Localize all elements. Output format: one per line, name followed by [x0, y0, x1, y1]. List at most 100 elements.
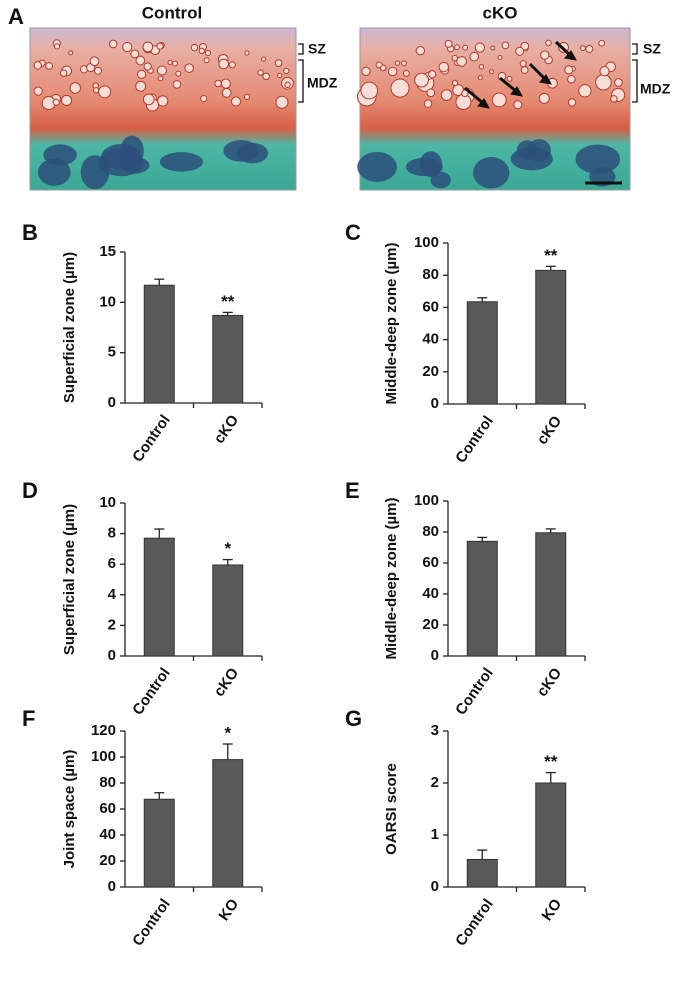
zone-brackets — [298, 43, 638, 103]
cell — [261, 56, 267, 62]
cell — [136, 69, 147, 79]
significance: ** — [544, 752, 558, 771]
marrow — [357, 151, 397, 182]
cell — [580, 45, 586, 52]
cell — [456, 56, 467, 67]
y-axis-label: Superficial zone (µm) — [61, 504, 78, 655]
y-axis-label: Superficial zone (µm) — [61, 252, 78, 403]
y-axis-label: Joint space (µm) — [61, 750, 78, 869]
y-tick-label: 0 — [108, 878, 116, 895]
cell — [218, 58, 229, 70]
cell — [379, 64, 387, 72]
y-tick-label: 0 — [431, 647, 439, 664]
cell — [143, 62, 152, 71]
marrow — [101, 144, 142, 170]
cell — [53, 43, 61, 50]
bar — [535, 532, 567, 657]
y-axis-label: Middle-deep zone (µm) — [383, 243, 400, 405]
cell — [501, 41, 510, 50]
cell — [257, 69, 264, 76]
y-tick-label: 2 — [108, 616, 116, 633]
cell — [506, 75, 513, 82]
bar — [466, 540, 498, 657]
cell — [414, 72, 429, 88]
x-tick-label: cKO — [534, 413, 566, 448]
cell — [69, 82, 81, 94]
cell — [610, 95, 618, 103]
panel-letter: D — [22, 478, 38, 503]
cell — [474, 42, 486, 53]
y-tick-label: 8 — [108, 525, 116, 542]
cell — [228, 61, 236, 69]
cell — [426, 88, 436, 98]
x-tick-label: KO — [215, 896, 242, 924]
cell — [444, 39, 453, 48]
image-label: Control — [142, 3, 202, 22]
cell — [130, 49, 140, 59]
cell — [545, 39, 552, 47]
cell — [415, 46, 425, 56]
marrow — [473, 157, 510, 189]
y-tick-label: 100 — [414, 234, 439, 251]
cell — [454, 44, 460, 51]
cell — [142, 93, 155, 106]
cell — [108, 39, 118, 49]
cell — [519, 60, 527, 68]
cell — [567, 74, 576, 84]
panel-letter: E — [345, 478, 360, 503]
cell — [423, 99, 433, 108]
cell — [142, 41, 154, 53]
x-tick-label: Control — [452, 896, 497, 949]
cell — [520, 66, 529, 74]
cell — [274, 59, 283, 67]
cell — [52, 98, 60, 106]
cell — [45, 62, 54, 70]
bar — [143, 798, 175, 888]
y-tick-label: 80 — [422, 523, 439, 540]
cell — [599, 66, 610, 77]
panel-letter: F — [22, 706, 35, 731]
cell — [477, 75, 483, 81]
y-tick-label: 60 — [422, 298, 439, 315]
cell — [513, 100, 523, 110]
cell — [489, 69, 495, 75]
significance: * — [224, 539, 231, 558]
arrows — [464, 40, 577, 109]
cell — [93, 66, 102, 75]
bar — [466, 301, 498, 405]
bar — [212, 564, 244, 657]
y-tick-label: 10 — [99, 494, 116, 511]
cell — [243, 93, 251, 100]
zone-label: MDZ — [640, 81, 671, 97]
cell — [598, 39, 606, 47]
cell — [203, 57, 210, 64]
cell — [89, 56, 100, 67]
significance: * — [224, 723, 231, 742]
cell — [277, 72, 283, 79]
panel-letter: C — [345, 220, 361, 245]
cell — [451, 79, 459, 87]
cell — [578, 84, 592, 98]
y-tick-label: 1 — [431, 826, 439, 843]
cell — [33, 61, 43, 70]
zone-label: MDZ — [307, 75, 338, 91]
cell — [361, 66, 371, 76]
y-tick-label: 2 — [431, 774, 439, 791]
cell — [564, 65, 574, 75]
cell — [360, 81, 379, 100]
image-label: cKO — [483, 3, 518, 22]
y-tick-label: 60 — [422, 554, 439, 571]
zone-label: SZ — [308, 41, 326, 57]
x-tick-label: Control — [129, 412, 174, 465]
cell — [478, 63, 485, 70]
bar — [212, 759, 244, 888]
cell — [244, 50, 250, 56]
cell — [469, 51, 480, 62]
cell — [461, 89, 469, 98]
y-tick-label: 80 — [99, 774, 116, 791]
cell — [68, 50, 74, 56]
cell — [284, 81, 291, 89]
cell — [283, 67, 290, 75]
bar — [143, 284, 175, 404]
cell — [200, 94, 208, 103]
